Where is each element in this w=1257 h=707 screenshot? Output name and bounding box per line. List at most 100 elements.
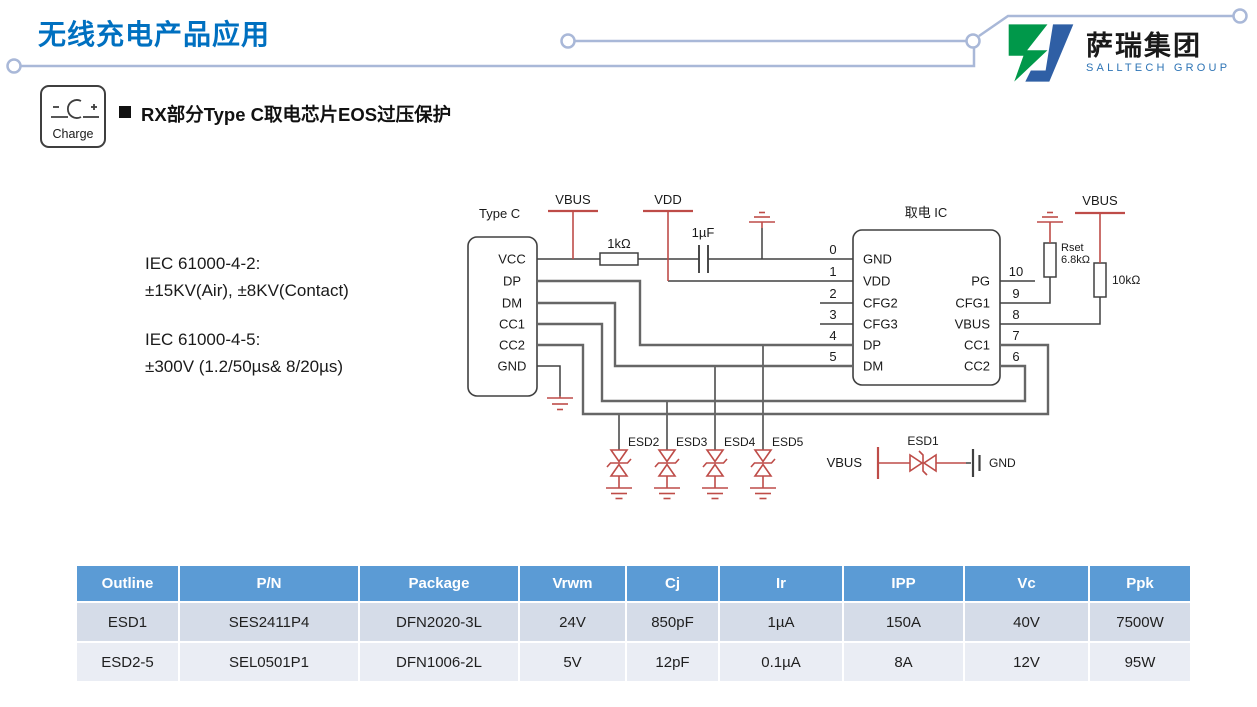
- ic-pin-number: 6: [1012, 349, 1019, 364]
- ic-pin-label: GND: [863, 252, 892, 267]
- col-header: Package: [358, 564, 520, 603]
- ic-pin-label: VDD: [863, 274, 890, 289]
- table-cell: 95W: [1088, 641, 1192, 683]
- table-cell: 12pF: [625, 641, 720, 683]
- typec-pin-label: DM: [502, 296, 522, 311]
- table-cell: 7500W: [1088, 601, 1192, 643]
- ic-pin-number: 1: [829, 264, 836, 279]
- table-cell: SES2411P4: [178, 601, 360, 643]
- iec-std-1: IEC 61000-4-2:: [145, 254, 261, 273]
- ic-pin-number: 5: [829, 349, 836, 364]
- esd5-tvs-diode: [750, 449, 776, 500]
- typec-pin-label: DP: [503, 274, 521, 289]
- esd4-label: ESD4: [724, 435, 756, 449]
- resistor-1k-label: 1kΩ: [607, 236, 631, 251]
- ic-pin-label: PG: [971, 274, 990, 289]
- resistor-10k-label: 10kΩ: [1112, 273, 1140, 287]
- table-cell: 40V: [963, 601, 1090, 643]
- typec-connector-box: [467, 236, 538, 397]
- ic-pin-label: CC1: [964, 338, 990, 353]
- iec-specs: IEC 61000-4-2: ±15KV(Air), ±8KV(Contact)…: [145, 250, 349, 402]
- ground-symbol-rset: [1037, 211, 1063, 243]
- logo-mark-icon: [1008, 24, 1074, 82]
- ic-pin-number: 3: [829, 307, 836, 322]
- wires-gray: [537, 279, 1050, 416]
- esd4-tvs-diode: [702, 449, 728, 500]
- power-ic-box: [852, 229, 1001, 386]
- esd2-tvs-diode: [606, 449, 632, 500]
- vdd-label: VDD: [654, 192, 681, 207]
- esd1-tvs-diode: [876, 447, 966, 479]
- table-cell: 5V: [518, 641, 627, 683]
- table-cell: 8A: [842, 641, 965, 683]
- esd1-vbus-label: VBUS: [827, 455, 863, 470]
- typec-pin-label: CC1: [499, 317, 525, 332]
- vbus-right-label: VBUS: [1082, 193, 1118, 208]
- ic-pin-number: 8: [1012, 307, 1019, 322]
- esd1-label: ESD1: [907, 434, 939, 448]
- ic-pin-label: CFG1: [955, 296, 990, 311]
- wires-black: [537, 228, 1107, 477]
- company-logo: 萨瑞集团 SALLTECH GROUP: [1005, 22, 1230, 84]
- vbus-label: VBUS: [555, 192, 591, 207]
- section-heading: RX部分Type C取电芯片EOS过压保护: [119, 101, 451, 127]
- schematic-labels: Type C VCC DP DM CC1 CC2 GND 取电 IC GND V…: [479, 192, 1140, 470]
- ic-pin-number: 4: [829, 328, 836, 343]
- col-header: Outline: [75, 564, 180, 603]
- typec-pin-label: CC2: [499, 338, 525, 353]
- esd5-label: ESD5: [772, 435, 804, 449]
- esd1-gnd-label: GND: [989, 456, 1016, 470]
- iec-std-1-value: ±15KV(Air), ±8KV(Contact): [145, 281, 349, 300]
- ic-pin-number: 10: [1009, 264, 1023, 279]
- ic-pin-label: CFG2: [863, 296, 898, 311]
- charge-icon: Charge: [40, 85, 106, 148]
- square-bullet-icon: [119, 106, 131, 118]
- ic-pin-label: DM: [863, 359, 883, 374]
- col-header: P/N: [178, 564, 360, 603]
- col-header: Ir: [718, 564, 844, 603]
- table-cell: 12V: [963, 641, 1090, 683]
- rset-value-label: 6.8kΩ: [1061, 254, 1090, 266]
- decor-lines: [6, 8, 1248, 74]
- table-cell: 0.1µA: [718, 641, 844, 683]
- typec-pin-label: GND: [498, 359, 527, 374]
- iec-std-2: IEC 61000-4-5:: [145, 330, 261, 349]
- parts-spec-table: Outline P/N Package Vrwm Cj Ir IPP Vc Pp…: [75, 564, 1192, 683]
- ic-pin-label: DP: [863, 338, 881, 353]
- charge-icon-label: Charge: [52, 127, 94, 141]
- table-cell: ESD2-5: [75, 641, 180, 683]
- r10k-resistor: [1093, 262, 1107, 298]
- ic-pin-label: CFG3: [863, 317, 898, 332]
- ic-pin-label: CC2: [964, 359, 990, 374]
- table-cell: 850pF: [625, 601, 720, 643]
- esd3-tvs-diode: [654, 449, 680, 500]
- table-cell: DFN1006-2L: [358, 641, 520, 683]
- table-header-row: Outline P/N Package Vrwm Cj Ir IPP Vc Pp…: [75, 564, 1192, 603]
- iec-std-2-value: ±300V (1.2/50µs& 8/20µs): [145, 357, 344, 376]
- col-header: Cj: [625, 564, 720, 603]
- table-cell: ESD1: [75, 601, 180, 643]
- esd2-label: ESD2: [628, 435, 660, 449]
- ic-pin-number: 9: [1012, 286, 1019, 301]
- cap-1uf-label: 1µF: [692, 225, 715, 240]
- table-row: ESD2-5 SEL0501P1 DFN1006-2L 5V 12pF 0.1µ…: [75, 641, 1192, 683]
- ic-pin-number: 7: [1012, 328, 1019, 343]
- col-header: Vc: [963, 564, 1090, 603]
- logo-name-cn: 萨瑞集团: [1086, 31, 1202, 61]
- section-heading-text: RX部分Type C取电芯片EOS过压保护: [141, 104, 452, 125]
- rset-name-label: Rset: [1061, 242, 1084, 254]
- ground-symbol-typec: [547, 396, 573, 411]
- ic-title: 取电 IC: [905, 205, 948, 220]
- ic-pin-label: VBUS: [955, 317, 991, 332]
- component-boxes: [467, 229, 1001, 397]
- rset-resistor: [1043, 242, 1057, 278]
- table-cell: 24V: [518, 601, 627, 643]
- page-title: 无线充电产品应用: [38, 19, 271, 50]
- typec-title: Type C: [479, 206, 520, 221]
- table-cell: 150A: [842, 601, 965, 643]
- battery-charge-icon: [51, 99, 99, 119]
- logo-name-en: SALLTECH GROUP: [1086, 62, 1231, 74]
- col-header: IPP: [842, 564, 965, 603]
- typec-pin-label: VCC: [498, 252, 525, 267]
